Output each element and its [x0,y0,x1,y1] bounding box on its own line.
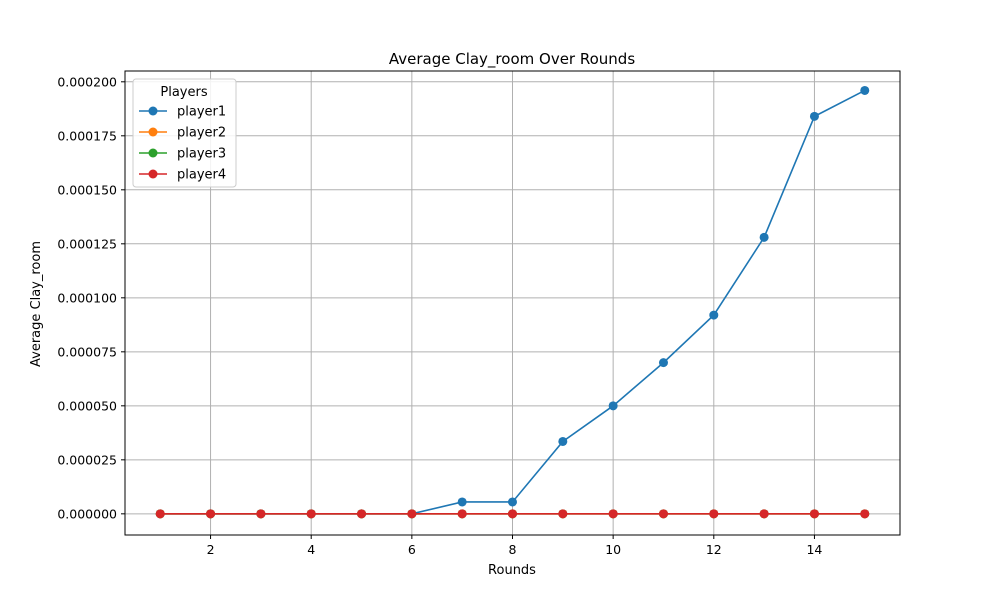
data-point [357,509,367,519]
data-point [256,509,266,519]
data-point [709,509,719,519]
legend-marker [148,148,158,158]
data-point [407,509,417,519]
tick-layer: 2 4 6 8 10 12 14 0.000000 0.000025 0.000050 0.0000… [57,74,822,557]
legend: Players player1 player2 player3 player4 [132,78,237,188]
data-point [206,509,216,519]
legend-item-player3: player3 [139,147,226,162]
data-point [759,232,769,242]
legend-marker [148,169,158,179]
grid-layer [125,71,900,535]
legend-title: Players [160,85,207,100]
y-tick-label: 0.000000 [57,506,117,521]
x-tick-label: 14 [806,542,822,557]
data-point [860,85,870,95]
data-point [809,111,819,121]
data-point [508,509,517,519]
legend-items: player1 player2 player3 player4 [139,105,226,183]
legend-marker [148,127,158,137]
y-tick-label: 0.000075 [57,344,117,359]
y-tick-label: 0.000125 [57,236,117,251]
series-layer [155,85,870,519]
data-point [658,509,668,519]
x-tick-label: 12 [706,542,722,557]
legend-label: player4 [177,168,226,183]
legend-item-player2: player2 [139,126,226,141]
legend-label: player3 [177,147,226,162]
data-point [155,509,165,519]
data-point [457,509,467,519]
data-point [809,509,819,519]
data-point [608,509,618,519]
legend-label: player2 [177,126,226,141]
x-tick-label: 8 [509,542,517,557]
data-point [658,358,668,368]
x-tick-label: 2 [207,542,215,557]
y-tick-label: 0.000050 [57,398,117,413]
y-tick-label: 0.000100 [57,290,117,305]
data-point [558,436,568,446]
data-point [457,497,467,507]
y-tick-label: 0.000200 [57,74,117,89]
y-axis-label: Average Clay_room [29,241,44,367]
data-point [759,509,769,519]
data-point [508,497,517,507]
legend-marker [148,106,158,116]
legend-frame [132,78,237,188]
legend-item-player4: player4 [139,168,226,183]
data-point [306,509,316,519]
y-tick-label: 0.000175 [57,128,117,143]
data-point [608,401,618,411]
series-player4 [155,509,870,519]
legend-item-player1: player1 [139,105,226,120]
chart-title: Average Clay_room Over Rounds [389,50,635,69]
x-tick-label: 6 [408,542,416,557]
legend-label: player1 [177,105,226,120]
y-tick-label: 0.000025 [57,452,117,467]
data-point [709,310,719,320]
y-tick-label: 0.000150 [57,182,117,197]
x-tick-label: 10 [605,542,621,557]
x-axis-label: Rounds [488,563,536,578]
data-point [558,509,568,519]
data-point [860,509,870,519]
x-tick-label: 4 [307,542,315,557]
